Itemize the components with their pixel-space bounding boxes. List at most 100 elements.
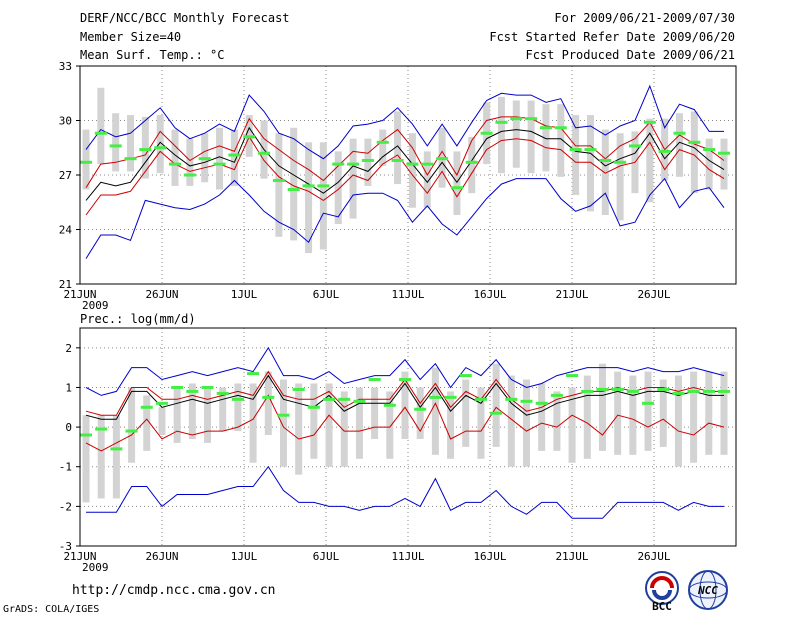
prec-climatology-mark [642,401,655,405]
temp-x-tick-label: 11JUL [391,288,424,301]
prec-spread-box [477,387,485,459]
temp-spread-box [497,96,505,174]
temp-x-tick-label: 26JUN [145,288,178,301]
temp-spread-box [572,115,580,195]
temp-climatology-mark [243,135,256,139]
temp-spread-box [468,136,476,194]
temp-y-tick-label: 21 [59,278,72,291]
temp-x-tick-label: 21JUN [63,288,96,301]
temp-spread-box [82,129,90,190]
prec-spread-box [173,387,181,443]
prec-title: Prec.: log(mm/d) [80,312,196,326]
prec-climatology-mark [383,403,396,407]
prec-y-tick-label: 2 [65,342,72,355]
temp-spread-box [156,115,164,174]
temp-spread-box [675,113,683,177]
temp-climatology-mark [287,188,300,192]
chart-title: DERF/NCC/BCC Monthly Forecast [80,11,290,25]
temp-spread-box [557,104,565,177]
temp-spread-box [349,138,357,219]
prec-x-tick-label: 16JUL [473,550,506,563]
prec-spread-box [629,375,637,455]
prec-spread-box [416,387,424,439]
prec-climatology-mark [155,401,168,405]
temp-climatology-mark [80,160,92,164]
prec-spread-box [583,375,591,459]
temp-climatology-mark [628,144,641,148]
temp-climatology-mark [510,117,523,121]
prec-climatology-mark [702,389,715,393]
prec-climatology-mark [80,433,92,437]
prec-climatology-mark [338,397,351,401]
prec-spread-box [371,387,379,439]
prec-spread-box [720,371,728,455]
prec-spread-box [659,379,667,447]
temp-climatology-mark [480,131,493,135]
prec-climatology-mark [596,387,609,391]
temp-spread-box [542,104,550,172]
prec-line-lower-outer [86,465,724,519]
prec-climatology-mark [216,391,229,395]
temp-y-tick-label: 27 [59,169,72,182]
temp-x-tick-label: 26JUL [637,288,670,301]
temp-spread-box [97,87,105,165]
temp-spread-box [512,100,520,168]
temp-climatology-mark [272,178,285,182]
temp-climatology-mark [124,157,137,161]
prec-spread-box [538,383,546,451]
temp-spread-box [646,118,654,203]
variable-label: Mean Surf. Temp.: °C [80,48,225,62]
temp-climatology-mark [495,120,508,124]
prec-climatology-mark [353,399,366,403]
temp-x-tick-label: 6JUL [313,288,340,301]
prec-climatology-mark [201,385,214,389]
temp-climatology-mark [391,158,404,162]
prec-climatology-mark [505,397,518,401]
temp-line-upper-inner [85,116,725,188]
prec-climatology-mark [186,389,199,393]
prec-spread-box [310,383,318,459]
temp-spread-box [186,138,194,186]
forecast-produced-date: Fcst Produced Date 2009/06/21 [525,48,735,62]
temp-spread-box [275,133,283,237]
prec-spread-box [188,383,196,439]
temp-climatology-mark [614,160,627,164]
prec-x-tick-label: 6JUL [313,550,340,563]
temp-plot-frame [79,65,737,285]
prec-spread-box [492,363,500,447]
temp-climatology-mark [718,151,730,155]
prec-climatology-mark [474,397,487,401]
prec-spread-box [507,375,515,467]
prec-climatology-mark [550,393,563,397]
temp-y-tick-label: 24 [59,224,73,237]
prec-climatology-mark [535,401,548,405]
prec-line-lower-inner [85,394,725,452]
bcc-logo: BCC [645,571,679,612]
prec-climatology-mark [292,387,305,391]
temp-climatology-mark [643,120,656,124]
prec-climatology-mark [566,374,579,378]
temp-climatology-mark [302,184,315,188]
source-url[interactable]: http://cmdp.ncc.cma.gov.cn [72,583,276,598]
prec-spread-box [401,371,409,439]
temp-climatology-mark [525,117,538,121]
temp-spread-box [408,133,416,208]
temp-spread-box [216,127,224,190]
prec-plot-frame [79,327,737,547]
temp-spread-box [230,129,238,186]
prec-climatology-mark [672,391,685,395]
prec-x-tick-label: 26JUN [145,550,178,563]
temp-x-tick-label: 16JUL [473,288,506,301]
temp-spread-box [364,138,372,186]
temp-climatology-mark [198,157,211,161]
temp-spread-box [690,111,698,194]
temp-line-upper-outer [85,84,724,160]
prec-climatology-mark [626,389,639,393]
prec-x-tick-label: 11JUL [391,550,424,563]
prec-climatology-mark [307,405,320,409]
temp-climatology-mark [258,151,271,155]
prec-x-year-label: 2009 [82,561,109,574]
prec-x-tick-label: 21JUN [63,550,96,563]
prec-spread-box [553,391,561,451]
temp-y-tick-label: 33 [59,60,72,73]
